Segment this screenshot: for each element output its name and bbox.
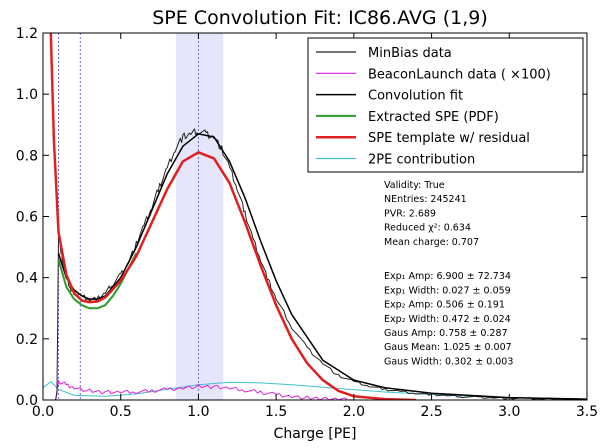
y-tick-label-4: 0.8 xyxy=(16,148,38,164)
y-tick-label-1: 0.2 xyxy=(16,332,38,348)
chart-title: SPE Convolution Fit: IC86.AVG (1,9) xyxy=(152,7,488,29)
stat-line-4: Mean charge: 0.707 xyxy=(384,237,479,248)
y-tick-label-5: 1.0 xyxy=(16,87,38,103)
stat-line-2: PVR: 2.689 xyxy=(384,208,436,219)
legend-label-4: SPE template w/ residual xyxy=(368,131,530,146)
stat-line-10: Gaus Amp: 0.758 ± 0.287 xyxy=(384,328,508,339)
x-tick-label-5: 2.5 xyxy=(420,404,442,420)
stat-line-1: NEntries: 245241 xyxy=(384,194,467,205)
x-tick-label-1: 0.5 xyxy=(110,404,132,420)
series-line-2 xyxy=(57,133,587,400)
legend: MinBias data BeaconLaunch data ( ×100) Con… xyxy=(307,37,584,173)
y-tick-label-3: 0.6 xyxy=(16,210,38,226)
stat-line-3: Reduced χ²: 0.634 xyxy=(384,223,471,234)
series-line-4 xyxy=(49,33,417,400)
stat-line-7: Exp₁ Width: 0.027 ± 0.059 xyxy=(384,285,511,296)
stat-line-6: Exp₁ Amp: 6.900 ± 72.734 xyxy=(384,271,511,282)
series-line-0 xyxy=(55,128,587,400)
legend-label-5: 2PE contribution xyxy=(368,153,475,168)
highlight-band-layer xyxy=(175,33,224,400)
stat-line-8: Exp₂ Amp: 0.506 ± 0.191 xyxy=(384,300,505,311)
fit-stats: Validity: True NEntries: 245241 PVR: 2.689… xyxy=(384,180,513,367)
series-line-5 xyxy=(43,381,587,400)
y-tick-label-6: 1.2 xyxy=(16,26,38,42)
legend-label-0: MinBias data xyxy=(368,46,452,61)
stat-line-11: Gaus Mean: 1.025 ± 0.007 xyxy=(384,342,512,353)
highlight-band xyxy=(175,33,224,400)
ticks-layer: 0.0 0.5 1.0 1.5 2.0 2.5 3.0 3.5 0.0 0.2 0.4 0.6 0.8 1… xyxy=(16,26,598,420)
x-tick-label-2: 1.0 xyxy=(187,404,209,420)
x-axis-label: Charge [PE] xyxy=(274,426,357,442)
legend-label-3: Extracted SPE (PDF) xyxy=(368,110,499,125)
legend-label-1: BeaconLaunch data ( ×100) xyxy=(368,67,551,82)
series-layer xyxy=(43,33,587,400)
stat-line-0: Validity: True xyxy=(384,180,445,191)
stat-line-12: Gaus Width: 0.302 ± 0.003 xyxy=(384,356,513,367)
y-tick-label-0: 0.0 xyxy=(16,393,38,409)
legend-label-2: Convolution fit xyxy=(368,89,463,104)
stat-line-9: Exp₂ Width: 0.472 ± 0.024 xyxy=(384,314,511,325)
y-tick-label-2: 0.4 xyxy=(16,271,38,287)
legend-box xyxy=(307,37,584,173)
series-line-1 xyxy=(54,379,354,400)
x-tick-label-4: 2.0 xyxy=(343,404,365,420)
x-tick-label-7: 3.5 xyxy=(576,404,598,420)
x-tick-label-3: 1.5 xyxy=(265,404,287,420)
x-tick-label-6: 3.0 xyxy=(498,404,520,420)
reference-lines-layer xyxy=(58,33,199,400)
x-tick-label-0: 0.0 xyxy=(32,404,54,420)
